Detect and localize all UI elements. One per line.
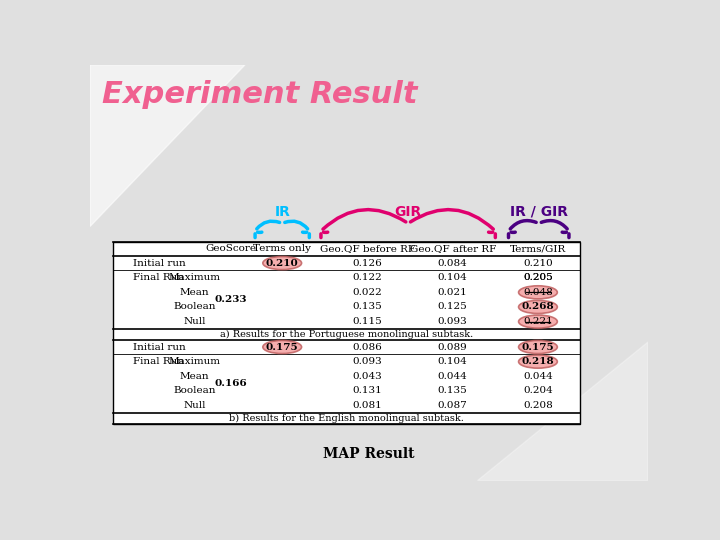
Text: MAP Result: MAP Result: [323, 447, 415, 461]
Polygon shape: [90, 65, 245, 226]
Text: 0.126: 0.126: [353, 259, 382, 268]
Text: 0.086: 0.086: [353, 342, 382, 352]
Text: 0.204: 0.204: [523, 387, 553, 395]
Text: Initial run: Initial run: [132, 259, 185, 268]
Text: 0.210: 0.210: [266, 259, 299, 268]
Text: 0.104: 0.104: [438, 273, 467, 282]
Text: Null: Null: [184, 401, 206, 410]
Text: 0.087: 0.087: [438, 401, 467, 410]
Ellipse shape: [518, 355, 557, 368]
Text: Initial run: Initial run: [132, 342, 185, 352]
Ellipse shape: [518, 286, 557, 299]
Text: Null: Null: [184, 317, 206, 326]
FancyBboxPatch shape: [113, 242, 580, 423]
Text: 0.175: 0.175: [521, 342, 554, 352]
Text: Final Run: Final Run: [132, 357, 184, 366]
Text: 0.205: 0.205: [523, 273, 553, 282]
Text: 0.221: 0.221: [523, 317, 553, 326]
Text: Mean: Mean: [180, 288, 210, 297]
Text: Terms/GIR: Terms/GIR: [510, 244, 566, 253]
Text: 0.089: 0.089: [438, 342, 467, 352]
Text: 0.043: 0.043: [353, 372, 382, 381]
Text: 0.081: 0.081: [353, 401, 382, 410]
Text: 0.093: 0.093: [353, 357, 382, 366]
Text: Maximum: Maximum: [168, 273, 220, 282]
Text: 0.135: 0.135: [438, 387, 467, 395]
Text: 0.044: 0.044: [438, 372, 467, 381]
Text: IR / GIR: IR / GIR: [510, 205, 568, 219]
Polygon shape: [477, 342, 648, 481]
Ellipse shape: [263, 256, 302, 269]
Text: 0.115: 0.115: [353, 317, 382, 326]
Text: Geo.QF before RF: Geo.QF before RF: [320, 244, 415, 253]
Text: Mean: Mean: [180, 372, 210, 381]
Text: 0.268: 0.268: [521, 302, 554, 312]
Text: a) Results for the Portuguese monolingual subtask.: a) Results for the Portuguese monolingua…: [220, 330, 473, 339]
Text: 0.104: 0.104: [438, 357, 467, 366]
Text: 0.093: 0.093: [438, 317, 467, 326]
Text: 0.022: 0.022: [353, 288, 382, 297]
Text: IR: IR: [274, 205, 290, 219]
Text: Geo.QF after RF: Geo.QF after RF: [410, 244, 496, 253]
Ellipse shape: [518, 315, 557, 328]
Text: GeoScore: GeoScore: [205, 244, 256, 253]
Text: Boolean: Boolean: [174, 302, 216, 312]
Text: GIR: GIR: [395, 205, 422, 219]
Text: 0.125: 0.125: [438, 302, 467, 312]
Text: 0.135: 0.135: [353, 302, 382, 312]
Ellipse shape: [518, 300, 557, 314]
Ellipse shape: [263, 340, 302, 354]
Text: 0.021: 0.021: [438, 288, 467, 297]
Text: 0.048: 0.048: [523, 288, 553, 297]
Text: 0.218: 0.218: [521, 357, 554, 366]
Text: 0.166: 0.166: [215, 379, 248, 388]
Text: 0.205: 0.205: [523, 273, 553, 282]
Ellipse shape: [518, 340, 557, 354]
Text: 0.175: 0.175: [266, 342, 299, 352]
Text: Final Run: Final Run: [132, 273, 184, 282]
Text: Boolean: Boolean: [174, 387, 216, 395]
Text: 0.044: 0.044: [523, 372, 553, 381]
Text: 0.210: 0.210: [523, 259, 553, 268]
Text: 0.131: 0.131: [353, 387, 382, 395]
Text: Terms only: Terms only: [253, 244, 311, 253]
Text: Maximum: Maximum: [168, 357, 220, 366]
Text: Experiment Result: Experiment Result: [102, 80, 417, 109]
Text: b) Results for the English monolingual subtask.: b) Results for the English monolingual s…: [229, 414, 464, 423]
Text: 0.084: 0.084: [438, 259, 467, 268]
Text: 0.122: 0.122: [353, 273, 382, 282]
Text: 0.233: 0.233: [215, 295, 247, 304]
Text: 0.208: 0.208: [523, 401, 553, 410]
